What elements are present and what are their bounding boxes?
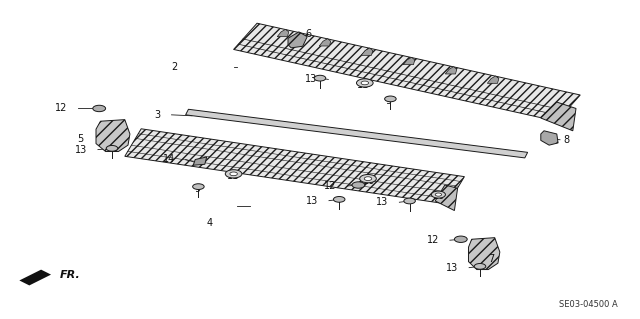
Polygon shape xyxy=(288,32,307,48)
Polygon shape xyxy=(96,120,130,152)
Circle shape xyxy=(356,79,373,87)
Text: 13: 13 xyxy=(446,263,458,273)
Text: 13: 13 xyxy=(305,74,317,85)
Text: FR.: FR. xyxy=(60,270,80,280)
Circle shape xyxy=(435,193,442,196)
Polygon shape xyxy=(541,102,576,131)
Polygon shape xyxy=(541,131,558,145)
Polygon shape xyxy=(193,157,207,165)
Circle shape xyxy=(106,145,118,151)
Polygon shape xyxy=(468,238,500,270)
Polygon shape xyxy=(487,76,499,83)
Text: SE03-04500 A: SE03-04500 A xyxy=(559,300,618,309)
Text: 8: 8 xyxy=(563,135,570,145)
Text: 13: 13 xyxy=(306,196,318,206)
Text: 2: 2 xyxy=(172,62,178,72)
Circle shape xyxy=(193,184,204,189)
Text: 5: 5 xyxy=(77,134,84,144)
Text: 14: 14 xyxy=(163,154,175,165)
Circle shape xyxy=(454,236,467,242)
Polygon shape xyxy=(125,129,465,204)
Circle shape xyxy=(352,182,365,188)
Circle shape xyxy=(360,174,376,183)
Text: 9: 9 xyxy=(195,184,201,194)
Circle shape xyxy=(474,263,486,269)
Text: 7: 7 xyxy=(488,254,495,264)
Polygon shape xyxy=(445,67,457,74)
Polygon shape xyxy=(403,57,415,65)
Text: 10: 10 xyxy=(363,175,375,186)
Circle shape xyxy=(431,191,445,198)
Text: 3: 3 xyxy=(154,110,161,120)
Text: 6: 6 xyxy=(305,29,312,39)
Text: 4: 4 xyxy=(207,218,213,228)
Circle shape xyxy=(333,197,345,202)
Circle shape xyxy=(93,105,106,112)
Text: 12: 12 xyxy=(427,235,439,245)
Text: 11: 11 xyxy=(357,80,369,90)
Polygon shape xyxy=(277,29,289,37)
Polygon shape xyxy=(361,48,372,55)
Circle shape xyxy=(230,172,237,176)
Polygon shape xyxy=(234,23,580,121)
Text: 10: 10 xyxy=(433,191,445,201)
Polygon shape xyxy=(186,109,527,158)
Polygon shape xyxy=(19,270,51,286)
Circle shape xyxy=(225,170,242,178)
Text: 12: 12 xyxy=(55,103,67,114)
Text: 9: 9 xyxy=(385,96,392,107)
Text: 13: 13 xyxy=(376,197,388,207)
Polygon shape xyxy=(319,39,331,46)
Circle shape xyxy=(364,177,372,181)
Circle shape xyxy=(404,198,415,204)
Text: 13: 13 xyxy=(75,145,87,155)
Circle shape xyxy=(361,81,369,85)
Text: 12: 12 xyxy=(324,181,337,191)
Text: 11: 11 xyxy=(227,171,239,181)
Circle shape xyxy=(314,75,326,81)
Circle shape xyxy=(385,96,396,102)
Polygon shape xyxy=(435,185,458,211)
